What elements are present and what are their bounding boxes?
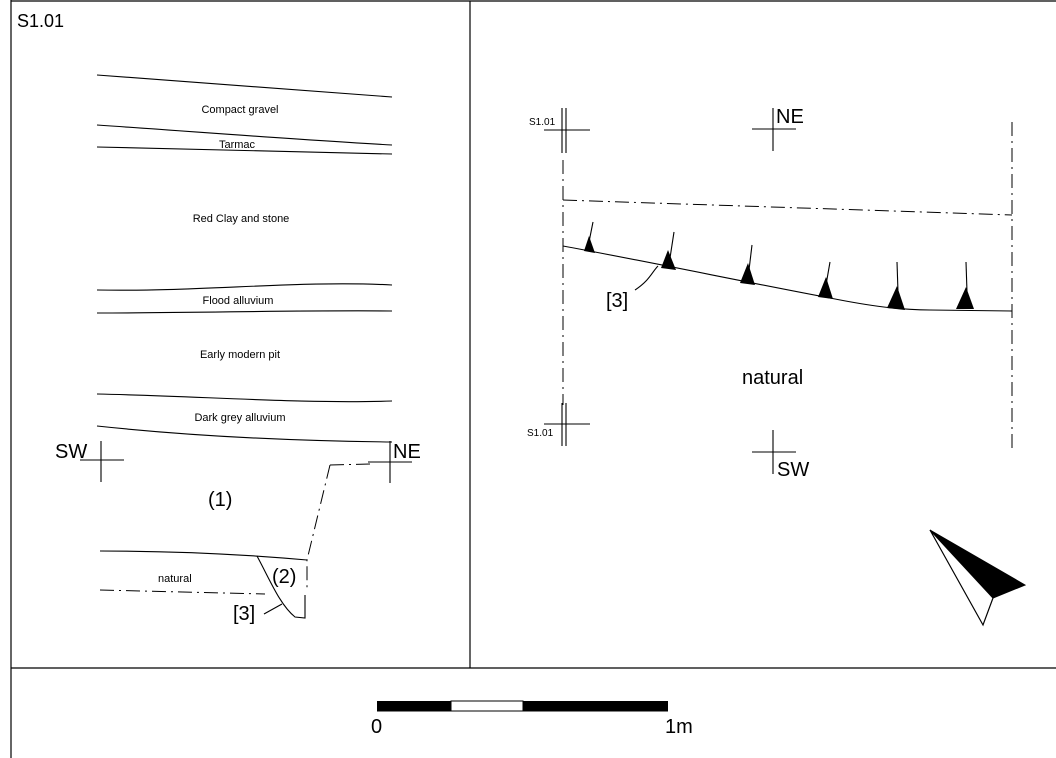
layer-boundary: [96, 310, 393, 314]
sw-marker-icon: [80, 441, 124, 482]
plan-cut-3-label: [3]: [606, 290, 628, 312]
sw-label: SW: [55, 441, 87, 463]
cut-3-label: [3]: [233, 603, 255, 625]
plan-ne-label: NE: [776, 106, 804, 128]
layer-boundary: [96, 425, 393, 443]
plan-natural-label: natural: [742, 367, 803, 389]
pit-limit-line: [306, 464, 331, 590]
section-marker-top-label: S1.01: [529, 117, 556, 128]
ne-label: NE: [393, 441, 421, 463]
layer-label: Red Clay and stone: [193, 213, 290, 225]
cut-3-edge: [562, 245, 1013, 312]
natural-top-line: [99, 550, 308, 561]
layer-label: Tarmac: [219, 139, 256, 151]
layer-label: Early modern pit: [200, 349, 280, 361]
scale-bar: [377, 700, 668, 712]
layer-label: Compact gravel: [201, 104, 278, 116]
plan-sw-label: SW: [777, 459, 809, 481]
natural-lower-line: [99, 589, 266, 595]
cut-3-profile: [256, 555, 306, 619]
sheet-id: S1.01: [17, 11, 64, 31]
layer-label: Flood alluvium: [203, 295, 274, 307]
layer-boundary: [96, 393, 393, 403]
section-marker-bottom-label: S1.01: [527, 428, 554, 439]
layer-boundary: [96, 146, 393, 155]
scale-end-label: 1m: [665, 716, 693, 738]
pit-limit-line: [329, 463, 373, 466]
plan-cut-3-leader: [634, 265, 659, 291]
scale-start-label: 0: [371, 716, 382, 738]
context-2-label: (2): [272, 566, 296, 588]
limit-of-excavation: [562, 199, 1013, 216]
layer-boundary: [96, 124, 393, 146]
plan-drawing: S1.01 S1.01 NE SW: [527, 106, 1027, 627]
layer-boundary: [96, 283, 393, 291]
context-1-label: (1): [208, 489, 232, 511]
cut-3-leader: [263, 603, 283, 615]
layer-boundary: [96, 74, 393, 98]
sw-cross-icon: [752, 430, 796, 474]
north-arrow-icon: [929, 529, 1027, 627]
layer-label: Dark grey alluvium: [194, 412, 285, 424]
natural-label: natural: [158, 573, 192, 585]
slope-hachures: [584, 221, 974, 310]
ne-marker-icon: [368, 441, 412, 483]
section-drawing: Compact gravel Tarmac Red Clay and stone…: [55, 74, 421, 625]
ne-cross-icon: [752, 108, 796, 151]
section-marker-bottom-icon: [544, 403, 590, 446]
sheet-frame: [10, 0, 1056, 758]
section-marker-top-icon: [544, 108, 590, 153]
